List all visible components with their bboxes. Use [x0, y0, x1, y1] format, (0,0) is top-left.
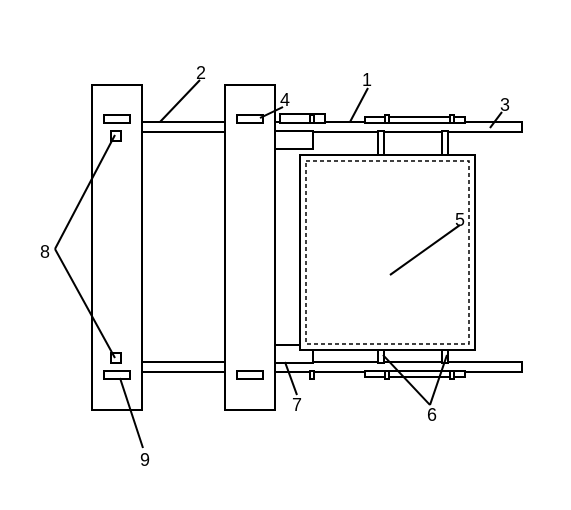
callout-label-4: 4	[280, 90, 290, 111]
technical-diagram	[0, 0, 571, 510]
callout-label-7: 7	[292, 395, 302, 416]
callout-label-1: 1	[362, 70, 372, 91]
callout-label-5: 5	[455, 210, 465, 231]
callout-label-9: 9	[140, 450, 150, 471]
callout-label-6: 6	[427, 405, 437, 426]
callout-label-3: 3	[500, 95, 510, 116]
callout-label-8: 8	[40, 242, 50, 263]
callout-label-2: 2	[196, 63, 206, 84]
